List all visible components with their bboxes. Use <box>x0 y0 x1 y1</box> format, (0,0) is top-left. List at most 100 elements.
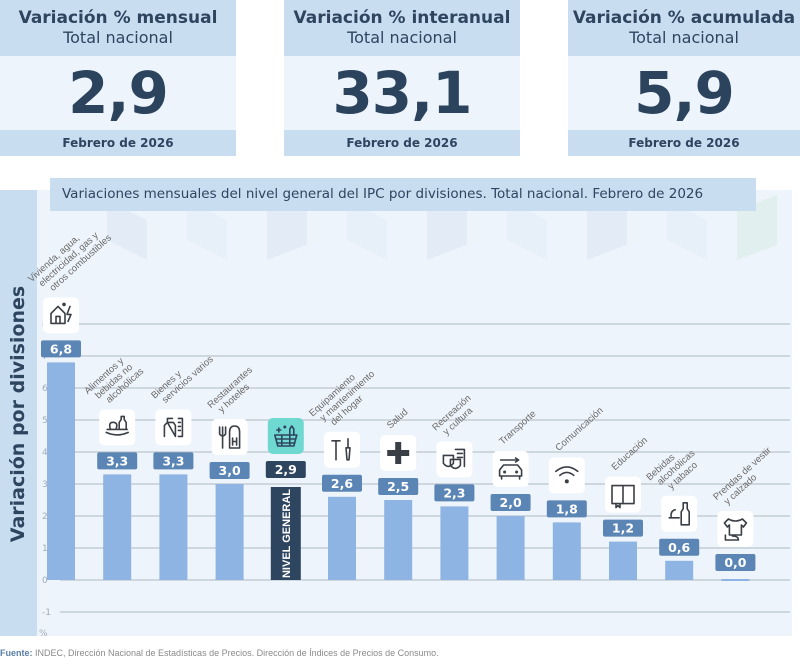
value-badge <box>265 461 306 478</box>
y-tick-label: 4 <box>42 448 48 458</box>
theater-masks-icon-shape <box>442 454 455 468</box>
food-bottle-icon-shape <box>105 428 129 436</box>
division-group: 1,8 Comunicación <box>546 405 606 580</box>
kpi-period: Febrero de 2026 <box>284 130 520 156</box>
tools-icon-shape <box>345 438 351 461</box>
category-label: Salud <box>385 407 410 431</box>
value-label: 2,0 <box>500 495 522 510</box>
value-label: 3,0 <box>219 463 241 478</box>
kpi-card-accumulated: Variación % acumulada Total nacional 5,9… <box>568 0 800 156</box>
value-badge <box>378 478 419 495</box>
icon-box <box>492 451 529 487</box>
value-label: 3,3 <box>162 453 184 468</box>
kpi-value: 2,9 <box>68 59 169 127</box>
wine-bottle-icon <box>668 502 690 526</box>
book-icon-shape <box>615 502 621 509</box>
division-group: 3,3 Bienes yservicios varios <box>149 346 216 580</box>
source-note: Fuente: INDEC, Dirección Nacional de Est… <box>0 648 439 658</box>
kpi-value: 5,9 <box>634 59 735 127</box>
y-tick-label: 3 <box>42 480 48 490</box>
book-icon-shape <box>611 484 635 505</box>
bar <box>384 500 413 580</box>
category-label-line: Salud <box>385 407 410 431</box>
wine-bottle-icon-shape <box>680 502 690 526</box>
theater-masks-icon-shape <box>449 458 462 470</box>
general-bar <box>270 487 301 580</box>
wifi-icon-shape <box>559 471 575 477</box>
tools-icon-shape <box>331 440 341 461</box>
value-label: 2,3 <box>443 485 465 500</box>
category-label: Vivienda, agua,electricidad, gas yotros … <box>26 217 114 301</box>
bar <box>609 541 637 580</box>
bar <box>665 560 694 580</box>
value-label: 2,9 <box>275 462 297 477</box>
kpi-subtitle: Total nacional <box>347 28 457 47</box>
light-shape <box>503 470 507 474</box>
dot-shape <box>564 479 569 484</box>
icon-box <box>548 457 585 494</box>
shopping-basket-icon-shape <box>276 427 282 433</box>
category-label: Bebidasalcohólicasy tabaco <box>644 440 704 499</box>
icon-box <box>43 297 79 334</box>
value-badge <box>153 452 194 470</box>
value-badge <box>322 474 362 492</box>
chart-title: Variaciones mensuales del nivel general … <box>50 178 756 211</box>
category-label-line: Transporte <box>497 409 538 448</box>
division-group: 1,2 Educación <box>603 435 650 580</box>
icon-box <box>267 418 304 454</box>
value-badge <box>603 519 643 537</box>
fork-hotel-icon-shape <box>231 437 238 446</box>
category-label: Restaurantesy hoteles <box>206 365 263 419</box>
category-label: Educación <box>610 435 650 473</box>
theater-masks-icon <box>442 448 466 470</box>
value-badge <box>715 554 756 571</box>
drop-shape <box>62 302 66 307</box>
y-tick-label: 6 <box>42 384 48 394</box>
bar <box>328 496 356 580</box>
dot-shape <box>283 425 287 429</box>
house-energy-icon-shape <box>66 305 72 323</box>
kpi-body: 2,9 <box>0 56 236 130</box>
division-group: 0,0 Prendas de vestiry calzado <box>711 445 780 581</box>
value-label: 3,3 <box>106 453 128 468</box>
wifi-icon-shape <box>555 466 579 473</box>
soap-comb-icon-shape <box>177 417 184 438</box>
y-tick-label: 2 <box>42 512 48 522</box>
bar <box>103 474 132 580</box>
icon-box <box>717 511 754 547</box>
value-label: 6,8 <box>50 341 72 356</box>
kpi-period: Febrero de 2026 <box>568 130 800 156</box>
shopping-basket-icon-shape <box>274 434 298 447</box>
house-energy-icon-shape <box>50 305 66 325</box>
general-level-group: NIVEL GENERAL 2,9 <box>265 418 306 580</box>
cross-shape <box>387 442 410 464</box>
theater-masks-icon-shape <box>454 448 466 468</box>
clothing-shoe-icon <box>723 518 748 541</box>
division-group: 0,6 Bebidasalcohólicasy tabaco <box>644 440 704 580</box>
value-label: 0,0 <box>724 555 746 570</box>
fork-hotel-icon <box>218 425 241 449</box>
division-group: 2,3 Recreacióny cultura <box>430 393 480 580</box>
category-label: Recreacióny cultura <box>430 393 480 441</box>
food-bottle-icon <box>105 415 129 436</box>
bar <box>159 474 188 580</box>
bar <box>47 362 75 580</box>
light-shape <box>515 470 519 474</box>
category-label-line: Educación <box>610 435 650 473</box>
bar <box>440 506 469 580</box>
value-label: 2,6 <box>331 476 353 491</box>
kpi-card-monthly: Variación % mensual Total nacional 2,9 F… <box>0 0 236 156</box>
value-label: 1,2 <box>612 521 634 536</box>
division-group: 3,3 Alimentos ybebidas noalcohólicas <box>82 356 146 580</box>
value-badge <box>490 494 531 511</box>
health-cross-icon <box>387 442 410 464</box>
bar <box>496 516 525 580</box>
bar <box>721 579 750 581</box>
kpi-header: Variación % acumulada Total nacional <box>568 0 800 56</box>
value-badge <box>97 452 138 470</box>
category-label: Bienes yservicios varios <box>149 346 216 409</box>
category-label: Transporte <box>497 409 538 448</box>
category-label: Prendas de vestiry calzado <box>711 445 780 510</box>
shopping-basket-icon-shape <box>289 425 295 436</box>
